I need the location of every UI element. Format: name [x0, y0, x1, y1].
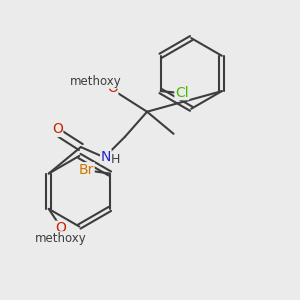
Text: O: O — [107, 81, 118, 95]
Text: H: H — [111, 153, 120, 166]
Text: O: O — [56, 221, 66, 235]
Text: N: N — [100, 150, 111, 164]
Text: methoxy: methoxy — [35, 232, 87, 245]
Text: Cl: Cl — [175, 85, 189, 100]
Text: methoxy: methoxy — [70, 75, 122, 88]
Text: Br: Br — [79, 163, 94, 177]
Text: O: O — [52, 122, 63, 136]
